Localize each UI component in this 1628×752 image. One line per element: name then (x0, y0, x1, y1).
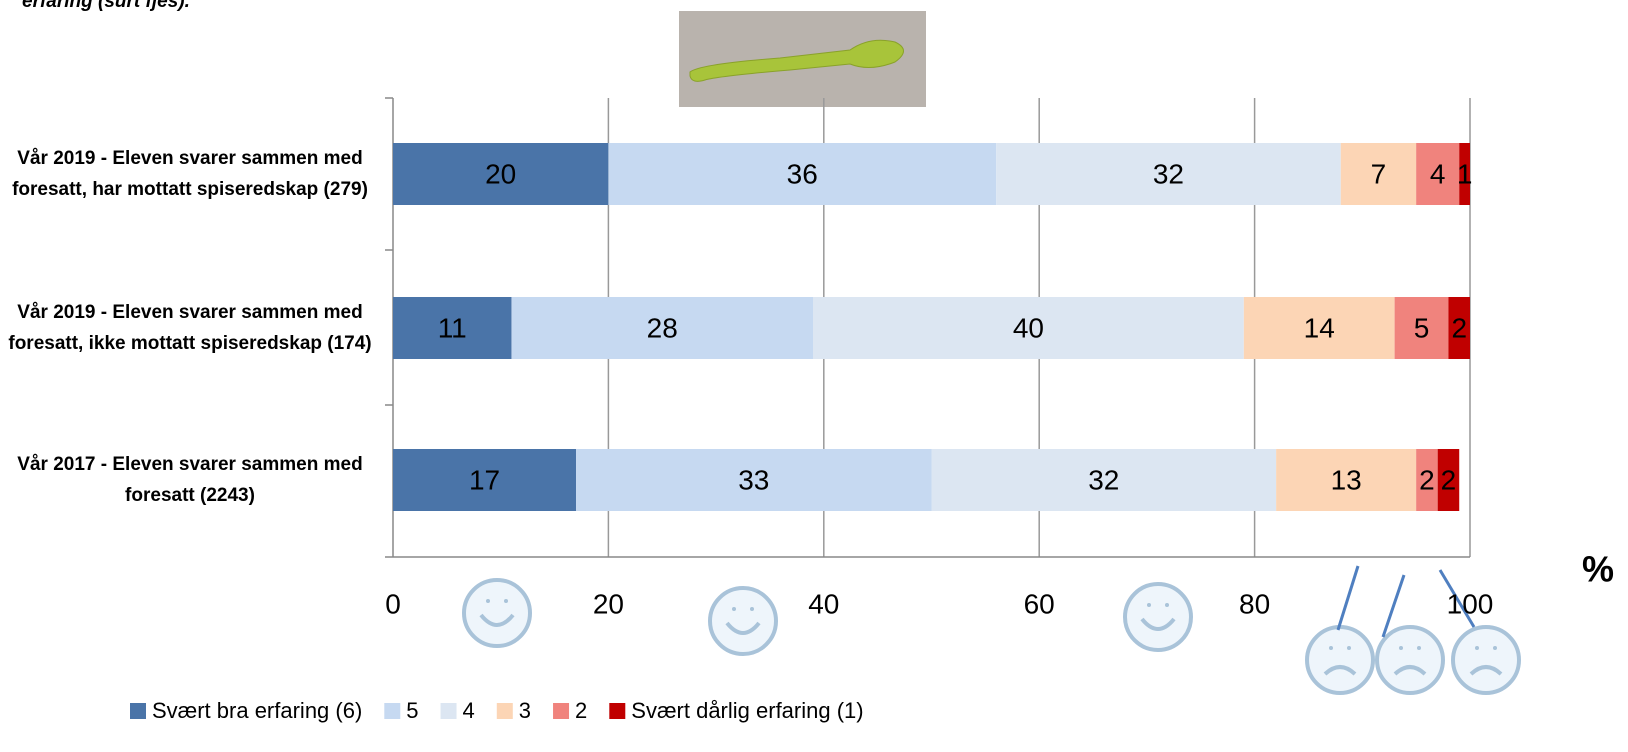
bar-segment (1340, 143, 1417, 205)
value-label: 1 (1457, 158, 1473, 189)
value-label: 7 (1371, 158, 1387, 189)
pointer-lines (1336, 565, 1476, 638)
smiley (1305, 625, 1375, 695)
x-tick-label: 100 (1447, 588, 1494, 619)
eye (1417, 646, 1421, 650)
bar-segment (1459, 143, 1470, 205)
value-label: 28 (647, 312, 678, 343)
x-tick-label: 20 (593, 588, 624, 619)
legend-label: 3 (519, 698, 531, 723)
x-tick-label: 0 (385, 588, 401, 619)
x-tick-label: 80 (1239, 588, 1270, 619)
legend-swatch (609, 703, 626, 719)
bar-segment (1448, 297, 1470, 359)
value-label: 40 (1013, 312, 1044, 343)
bar-segment (393, 449, 577, 511)
eye (1165, 603, 1169, 607)
bar-segment (393, 143, 609, 205)
smiley (1123, 582, 1193, 652)
category-label: Vår 2019 - Eleven svarer sammen med fore… (8, 302, 372, 354)
legend-label: Svært dårlig erfaring (1) (631, 698, 863, 723)
value-label: 14 (1304, 312, 1335, 343)
smiley (1451, 625, 1521, 695)
value-label: 32 (1088, 464, 1119, 495)
value-label: 13 (1331, 464, 1362, 495)
eye (1147, 603, 1151, 607)
value-label: 20 (485, 158, 516, 189)
bar-segment (996, 143, 1341, 205)
bar-segment (1394, 297, 1449, 359)
category-label: Vår 2017 - Eleven svarer sammen med fore… (17, 454, 363, 506)
bar-segment (813, 297, 1244, 359)
value-label: 32 (1153, 158, 1184, 189)
bar-segment (1243, 297, 1395, 359)
value-label: 4 (1430, 158, 1446, 189)
y-axis (385, 97, 394, 558)
x-tick-label: 40 (808, 588, 839, 619)
bar-segment (576, 449, 932, 511)
legend-swatch (130, 703, 146, 719)
eye (1475, 646, 1479, 650)
value-label: 2 (1419, 464, 1435, 495)
smiley (708, 586, 778, 656)
legend-swatch (440, 703, 457, 719)
mouth (1393, 665, 1427, 676)
subtitle: erfaring (surt fjes). (22, 0, 190, 12)
eye (1493, 646, 1497, 650)
value-label: 2 (1451, 312, 1467, 343)
x-axis-label: % (1582, 549, 1614, 590)
mouth (479, 613, 515, 627)
value-label: 17 (469, 464, 500, 495)
bar-segment (511, 297, 814, 359)
bar-segment (931, 449, 1277, 511)
x-tick-label: 60 (1024, 588, 1055, 619)
mouth (1469, 665, 1503, 676)
eye (486, 599, 490, 603)
eye (1399, 646, 1403, 650)
legend-swatch (553, 703, 570, 719)
bar-segment (393, 297, 512, 359)
legend-label: 4 (463, 698, 475, 723)
bar-segment (1416, 143, 1460, 205)
smiley (462, 578, 532, 648)
legend-label: 5 (406, 698, 418, 723)
value-label: 36 (787, 158, 818, 189)
mouth (725, 621, 761, 635)
bar-segment (1437, 449, 1460, 511)
legend-swatch (384, 703, 401, 719)
eye (504, 599, 508, 603)
smiley (1375, 625, 1445, 695)
value-label: 2 (1441, 464, 1457, 495)
eye (732, 607, 736, 611)
smileys (462, 578, 1521, 695)
value-label: 11 (438, 312, 467, 343)
bar-segment (1416, 449, 1438, 511)
eye (1329, 646, 1333, 650)
value-label: 5 (1414, 312, 1430, 343)
bar-segment (608, 143, 997, 205)
spoon-photo (679, 11, 926, 107)
mouth (1140, 617, 1176, 631)
legend-label: Svært bra erfaring (6) (152, 698, 362, 723)
legend-label: 2 (575, 698, 587, 723)
eye (1347, 646, 1351, 650)
mouth (1323, 665, 1357, 676)
bar-segment (1276, 449, 1417, 511)
legend-swatch (496, 703, 513, 719)
eye (750, 607, 754, 611)
category-label: Vår 2019 - Eleven svarer sammen med fore… (12, 148, 368, 200)
value-label: 33 (738, 464, 769, 495)
